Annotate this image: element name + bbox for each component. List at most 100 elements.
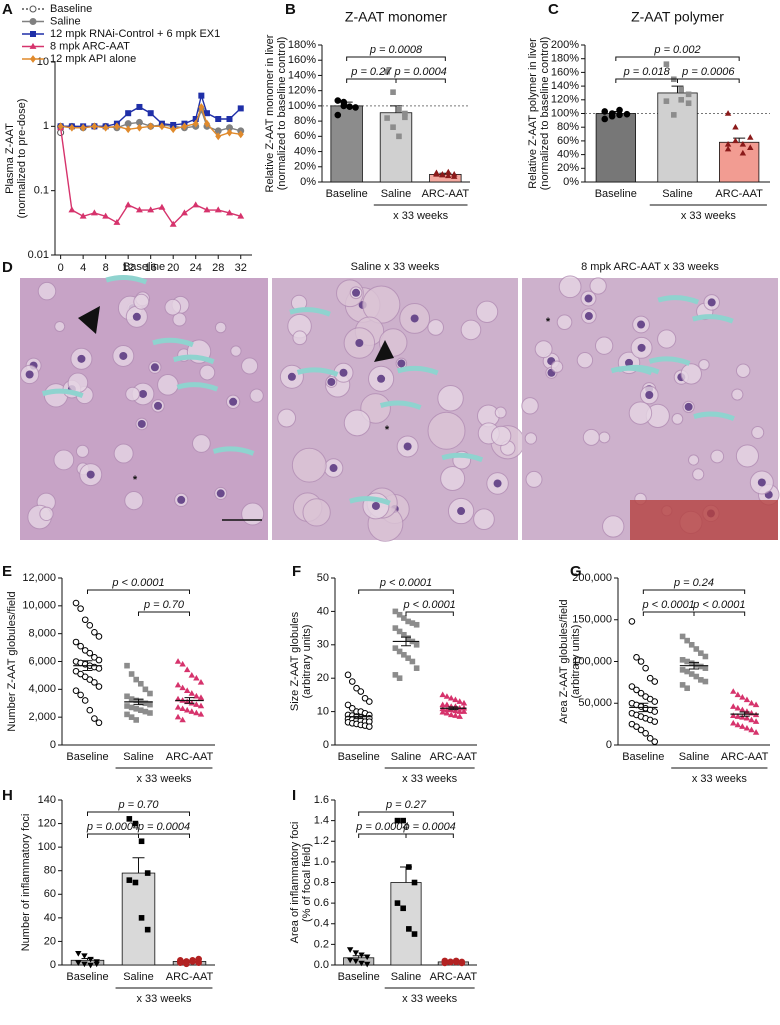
data-point bbox=[616, 106, 623, 114]
y-tick-label: 1.4 bbox=[314, 815, 329, 827]
y-tick-label: 0.1 bbox=[34, 185, 49, 197]
data-point bbox=[79, 212, 87, 219]
y-tick-label: 0 bbox=[50, 739, 56, 751]
data-point bbox=[188, 690, 196, 696]
x-tick-label: Saline bbox=[123, 971, 154, 983]
data-point bbox=[748, 726, 755, 733]
image-title: Saline x 33 weeks bbox=[351, 261, 440, 273]
p-value: p < 0.0001 bbox=[111, 577, 164, 589]
data-point bbox=[724, 140, 732, 147]
group-label: x 33 weeks bbox=[136, 773, 192, 785]
data-point bbox=[679, 657, 686, 663]
cell bbox=[735, 444, 760, 468]
bar bbox=[330, 105, 363, 183]
data-point bbox=[352, 950, 360, 956]
x-tick-label: Baseline bbox=[326, 188, 368, 200]
nucleus bbox=[287, 372, 296, 381]
data-point bbox=[142, 700, 149, 707]
cell bbox=[680, 363, 702, 385]
data-point bbox=[460, 699, 468, 706]
nucleus bbox=[410, 314, 419, 323]
legend-label: 8 mpk ARC-AAT bbox=[50, 40, 130, 52]
data-point bbox=[392, 608, 399, 615]
comparison-bracket bbox=[87, 589, 190, 594]
comparison-bracket bbox=[615, 78, 678, 83]
y-axis-label: (% of focal field) bbox=[301, 843, 313, 922]
data-point bbox=[137, 680, 144, 687]
data-point bbox=[348, 704, 356, 712]
panel-letter: F bbox=[292, 563, 301, 580]
data-point bbox=[411, 931, 418, 937]
x-tick-label: ARC-AAT bbox=[430, 971, 478, 983]
p-value: p = 0.0008 bbox=[369, 44, 423, 56]
data-point bbox=[181, 209, 188, 216]
data-point bbox=[663, 61, 670, 67]
nucleus bbox=[352, 288, 361, 297]
x-tick-label: 32 bbox=[235, 262, 247, 274]
data-point bbox=[197, 711, 205, 717]
y-tick-label: 2,000 bbox=[28, 711, 56, 723]
data-point bbox=[93, 961, 100, 968]
y-tick-label: 0.8 bbox=[314, 876, 329, 888]
sinusoid bbox=[396, 365, 439, 376]
data-point bbox=[646, 674, 654, 682]
data-point bbox=[158, 122, 165, 131]
data-point bbox=[413, 621, 420, 628]
nucleus bbox=[216, 489, 225, 498]
data-point bbox=[685, 100, 692, 107]
comparison-bracket bbox=[642, 611, 695, 616]
p-value: p = 0.27 bbox=[350, 66, 392, 78]
nucleus bbox=[355, 339, 364, 348]
data-point bbox=[456, 708, 463, 714]
data-point bbox=[688, 660, 695, 666]
data-point bbox=[226, 209, 233, 216]
comparison-bracket bbox=[642, 589, 746, 594]
data-point bbox=[447, 694, 455, 701]
data-point bbox=[651, 718, 659, 725]
nucleus bbox=[457, 507, 466, 516]
data-point bbox=[136, 123, 143, 132]
y-tick-label: 1.0 bbox=[314, 856, 329, 868]
data-point bbox=[743, 696, 751, 703]
y-tick-label: 80% bbox=[557, 121, 579, 133]
data-point bbox=[452, 712, 459, 718]
y-tick-label: 180% bbox=[288, 39, 316, 51]
data-point bbox=[81, 961, 88, 968]
data-point bbox=[748, 716, 755, 723]
comparison-bracket bbox=[87, 811, 190, 816]
sinusoid bbox=[379, 400, 422, 410]
data-point bbox=[80, 123, 87, 132]
data-point bbox=[685, 91, 692, 98]
p-value: p = 0.70 bbox=[143, 599, 185, 611]
y-tick-label: 10,000 bbox=[22, 600, 56, 612]
y-axis-label: Relative Z-AAT monomer in liver bbox=[264, 34, 276, 192]
y-tick-label: 80 bbox=[44, 865, 56, 877]
cell bbox=[54, 320, 66, 332]
y-tick-label: 0% bbox=[563, 176, 579, 188]
data-point bbox=[734, 721, 742, 728]
sinusoid bbox=[41, 388, 84, 399]
data-point bbox=[170, 121, 177, 128]
data-point bbox=[87, 962, 94, 969]
data-point bbox=[346, 947, 354, 953]
data-point bbox=[743, 714, 751, 721]
x-tick-label: Saline bbox=[391, 751, 422, 763]
y-tick-label: 0.01 bbox=[28, 249, 49, 261]
bar bbox=[719, 141, 760, 183]
y-tick-label: 100% bbox=[288, 100, 316, 112]
data-point bbox=[363, 954, 371, 961]
nucleus bbox=[339, 368, 348, 377]
data-point bbox=[684, 685, 690, 692]
data-point bbox=[147, 690, 153, 697]
sinusoid bbox=[289, 307, 331, 317]
panel-letter: G bbox=[570, 563, 582, 580]
y-tick-label: 120% bbox=[288, 85, 316, 97]
p-value: p < 0.0001 bbox=[642, 599, 695, 611]
image-title: Baseline bbox=[123, 261, 165, 273]
y-axis-label: (arbitrary units) bbox=[570, 625, 582, 699]
data-point bbox=[169, 220, 177, 227]
data-point bbox=[439, 691, 446, 698]
nucleus bbox=[119, 351, 128, 360]
sinusoid bbox=[693, 411, 735, 421]
data-point bbox=[133, 706, 140, 712]
